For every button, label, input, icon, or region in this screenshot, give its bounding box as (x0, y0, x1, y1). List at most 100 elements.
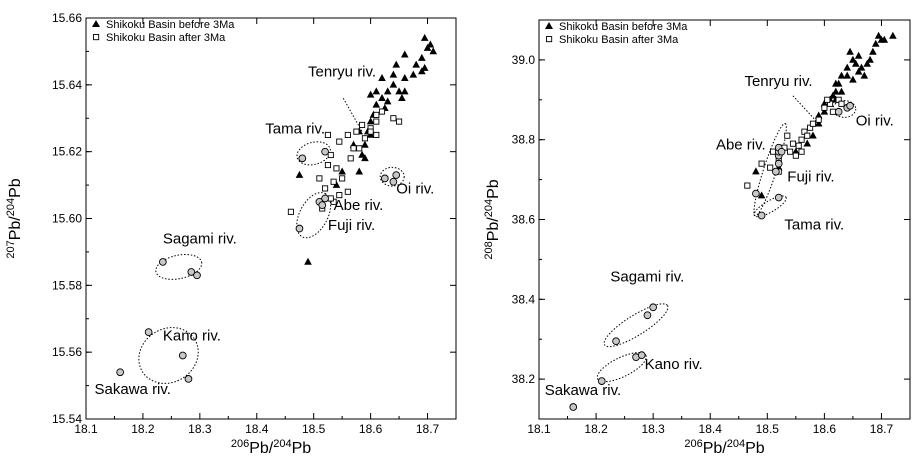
point-after-3ma (744, 182, 751, 189)
point-after-3ma (795, 142, 802, 149)
panel-left-207pb: 18.1 18.2 18.3 18.4 18.5 18.6 18.7 15.54 15.56 15… (5, 11, 457, 457)
x-label-part: 206 (684, 438, 702, 450)
annotation-label: Kano riv. (645, 356, 703, 373)
point-before-3ma (361, 140, 369, 148)
x-tick-label: 18.7 (870, 422, 894, 436)
x-tick-label: 18.2 (584, 422, 608, 436)
point-before-3ma (803, 139, 812, 147)
annotation-label: Fuji riv. (328, 217, 375, 234)
point-after-3ma (829, 108, 836, 115)
legend-marker-after (93, 34, 100, 41)
point-after-3ma (347, 155, 354, 162)
point-before-3ma (869, 47, 877, 55)
point-before-3ma (837, 71, 846, 79)
point-river-sand (321, 194, 329, 203)
group-ellipse (138, 327, 199, 384)
y-label-part: 208 (483, 241, 495, 259)
group-ellipse (753, 195, 787, 218)
y-tick-label: 38.8 (512, 133, 536, 147)
group-ellipse (155, 254, 203, 280)
y-tick-label: 15.60 (52, 212, 82, 226)
point-before-3ma (860, 71, 869, 79)
point-before-3ma (874, 31, 883, 39)
point-after-3ma (324, 131, 331, 139)
point-before-3ma (409, 70, 418, 78)
point-before-3ma (338, 167, 346, 175)
point-before-3ma (429, 47, 438, 55)
x-label-part: 204 (273, 438, 291, 450)
point-before-3ma (843, 63, 852, 71)
point-before-3ma (426, 40, 435, 48)
annotation-label: Kano riv. (163, 327, 221, 344)
y-tick-label: 15.66 (52, 11, 82, 25)
point-after-3ma (336, 192, 343, 199)
legend-marker-after (546, 36, 553, 43)
point-river-sand (774, 193, 783, 202)
point-river-sand (184, 375, 193, 383)
point-after-3ma (798, 136, 805, 143)
point-river-sand (380, 174, 389, 183)
annotation-label: Sakawa riv. (95, 381, 171, 398)
point-before-3ma (412, 60, 420, 68)
x-label-part: Pb/ (249, 440, 274, 457)
point-before-3ma (837, 87, 846, 95)
y-tick-label: 15.56 (52, 345, 82, 359)
point-before-3ma (420, 33, 429, 41)
point-before-3ma (752, 167, 760, 175)
annotation-label: Tenryu riv. (308, 63, 376, 80)
y-label-part: 207 (5, 240, 17, 258)
point-before-3ma (295, 170, 304, 178)
group-ellipse (596, 352, 647, 383)
point-before-3ma (355, 167, 364, 175)
y-tick-label: 39.0 (512, 53, 536, 67)
point-before-3ma (400, 87, 409, 95)
annotation-leader (792, 95, 820, 125)
point-before-3ma (372, 87, 381, 95)
point-after-3ma (767, 164, 774, 171)
point-after-3ma (792, 152, 799, 159)
x-axis-label: 206Pb/204Pb (684, 438, 764, 457)
point-before-3ma (398, 94, 406, 101)
group-ellipse (296, 192, 332, 239)
point-river-sand (774, 159, 783, 168)
annotation-label: Tenryu riv. (744, 73, 812, 90)
y-tick-label: 15.62 (52, 145, 82, 159)
annotation-label: Abe riv. (334, 197, 384, 214)
point-river-sand (834, 107, 843, 116)
point-before-3ma (366, 117, 375, 125)
point-river-sand (752, 189, 760, 198)
point-before-3ma (857, 63, 866, 71)
point-before-3ma (400, 73, 409, 81)
point-before-3ma (389, 70, 398, 78)
y-label-part: Pb/ (485, 217, 502, 242)
x-axis-label: 206Pb/204Pb (231, 438, 311, 457)
annotation-label: Sakawa riv. (545, 382, 621, 399)
point-river-sand (846, 101, 854, 110)
point-before-3ma (392, 60, 401, 68)
x-tick-label: 18.1 (527, 422, 551, 436)
group-ellipse (296, 141, 331, 166)
point-river-sand (392, 171, 401, 179)
point-before-3ma (854, 67, 863, 75)
point-before-3ma (395, 87, 403, 95)
point-after-3ma (769, 148, 777, 155)
point-river-sand (298, 154, 307, 163)
point-before-3ma (889, 31, 897, 39)
y-tick-label: 38.2 (512, 372, 536, 386)
legend-entry-before: Shikoku Basin before 3Ma (559, 21, 688, 33)
point-before-3ma (389, 80, 398, 88)
point-river-sand (757, 211, 766, 220)
point-before-3ma (871, 39, 880, 47)
point-after-3ma (367, 128, 374, 135)
legend-marker-before (545, 22, 553, 29)
point-before-3ma (851, 59, 860, 67)
x-tick-label: 18.2 (131, 422, 155, 436)
annotation-label: Oi riv. (396, 180, 434, 197)
point-before-3ma (366, 90, 375, 98)
point-after-3ma (361, 135, 368, 142)
y-label-part: Pb (485, 179, 502, 199)
point-after-3ma (350, 145, 357, 152)
x-tick-label: 18.3 (188, 422, 212, 436)
point-river-sand (158, 258, 167, 266)
